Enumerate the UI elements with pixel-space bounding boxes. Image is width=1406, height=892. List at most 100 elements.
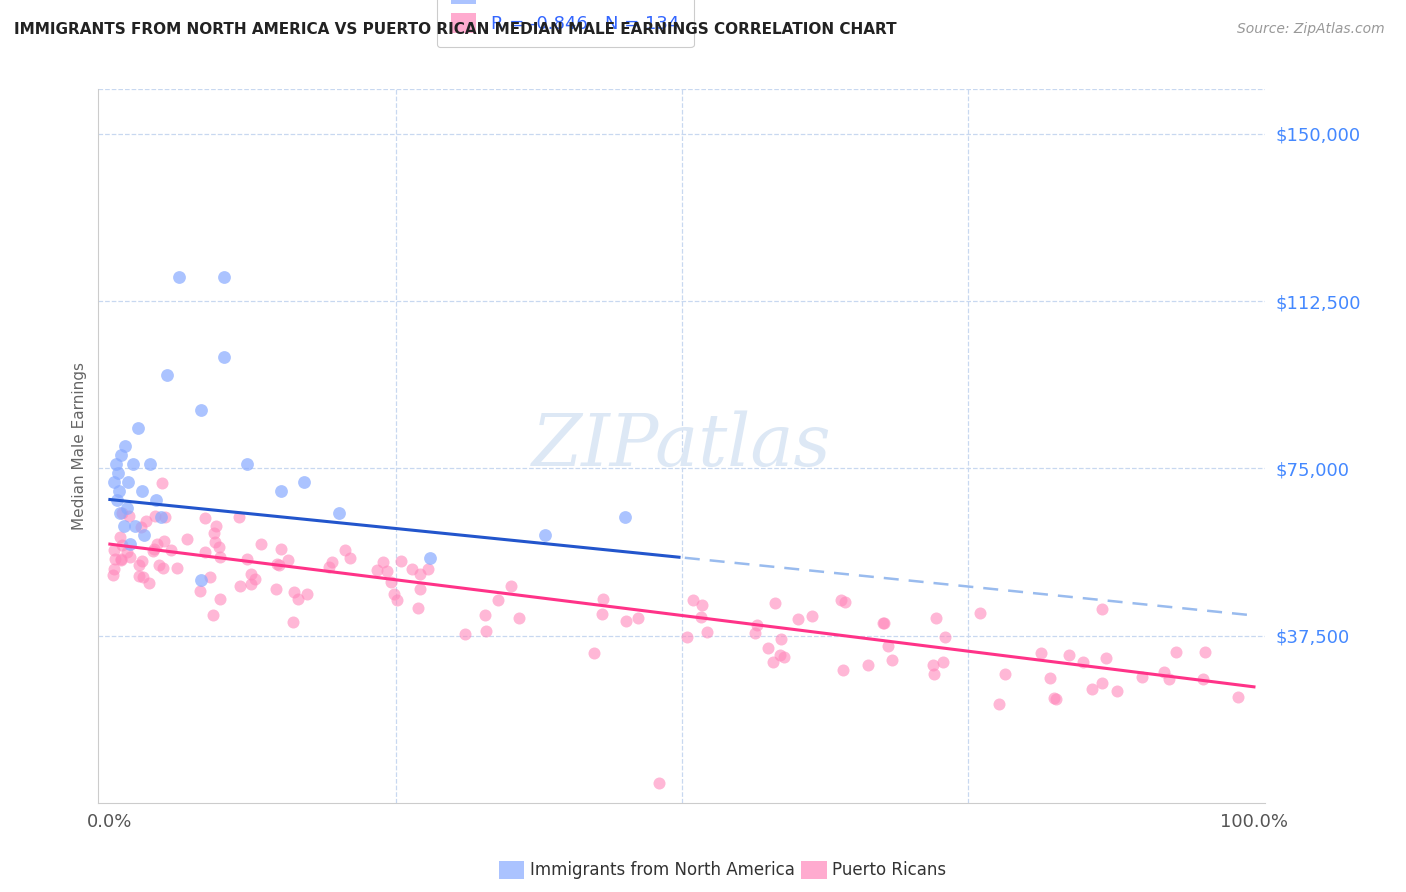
- Point: [1043, 690, 1066, 705]
- Point: [118, 550, 141, 565]
- Point: [856, 658, 879, 673]
- Point: [153, 533, 176, 548]
- Point: [103, 568, 125, 582]
- Point: [103, 475, 125, 489]
- Point: [366, 563, 388, 577]
- Point: [380, 574, 402, 589]
- Text: IMMIGRANTS FROM NORTH AMERICA VS PUERTO RICAN MEDIAN MALE EARNINGS CORRELATION C: IMMIGRANTS FROM NORTH AMERICA VS PUERTO …: [14, 22, 897, 37]
- Point: [1057, 648, 1080, 663]
- Point: [339, 550, 361, 565]
- Point: [270, 541, 292, 556]
- Point: [135, 514, 157, 528]
- Point: [1107, 684, 1129, 698]
- Point: [214, 269, 236, 284]
- Point: [267, 558, 290, 572]
- Point: [236, 457, 259, 471]
- Point: [124, 519, 146, 533]
- Point: [501, 579, 523, 593]
- Point: [375, 564, 398, 578]
- Point: [121, 457, 143, 471]
- Point: [277, 553, 299, 567]
- Point: [389, 554, 412, 568]
- Point: [104, 551, 127, 566]
- Point: [616, 614, 638, 628]
- Point: [128, 558, 150, 572]
- Point: [167, 269, 190, 284]
- Point: [676, 630, 699, 644]
- Point: [582, 646, 605, 660]
- Point: [117, 475, 139, 489]
- Point: [107, 466, 129, 480]
- Point: [114, 439, 136, 453]
- Text: Immigrants from North America: Immigrants from North America: [530, 861, 794, 879]
- Point: [243, 572, 266, 586]
- Point: [454, 627, 477, 641]
- Point: [922, 667, 945, 681]
- Point: [1029, 646, 1052, 660]
- Point: [204, 519, 226, 533]
- Point: [1153, 665, 1175, 679]
- Point: [190, 403, 212, 417]
- Point: [419, 550, 441, 565]
- Point: [371, 555, 394, 569]
- Point: [153, 510, 176, 524]
- Point: [150, 475, 173, 490]
- Point: [786, 612, 808, 626]
- Point: [117, 508, 139, 523]
- Point: [104, 457, 127, 471]
- Point: [202, 526, 225, 541]
- Point: [236, 551, 259, 566]
- Point: [801, 609, 824, 624]
- Legend: R = -0.099   N =  33, R = -0.846   N = 134: R = -0.099 N = 33, R = -0.846 N = 134: [437, 0, 693, 47]
- Point: [744, 626, 766, 640]
- Point: [110, 538, 132, 552]
- Point: [834, 595, 856, 609]
- Point: [120, 537, 142, 551]
- Point: [872, 615, 894, 630]
- Point: [690, 599, 713, 613]
- Point: [418, 562, 440, 576]
- Point: [318, 560, 340, 574]
- Point: [112, 519, 135, 533]
- Y-axis label: Median Male Earnings: Median Male Earnings: [72, 362, 87, 530]
- Point: [108, 531, 131, 545]
- Point: [194, 545, 217, 559]
- Point: [108, 483, 131, 498]
- Point: [1039, 672, 1062, 686]
- Point: [131, 483, 153, 498]
- Point: [1080, 682, 1102, 697]
- Point: [921, 658, 943, 673]
- Point: [1157, 672, 1180, 686]
- Point: [127, 421, 149, 435]
- Point: [925, 611, 948, 625]
- Point: [146, 537, 169, 551]
- Point: [831, 664, 853, 678]
- Point: [591, 607, 613, 622]
- Point: [508, 610, 530, 624]
- Point: [283, 585, 305, 599]
- Point: [987, 697, 1010, 711]
- Point: [145, 492, 167, 507]
- Point: [1192, 672, 1215, 686]
- Point: [228, 510, 250, 524]
- Point: [1045, 692, 1067, 706]
- Point: [148, 558, 170, 572]
- Point: [409, 566, 432, 581]
- Point: [533, 528, 555, 542]
- Point: [292, 475, 315, 489]
- Point: [150, 510, 173, 524]
- Point: [932, 655, 955, 669]
- Point: [1130, 670, 1153, 684]
- Point: [128, 569, 150, 583]
- Point: [287, 592, 309, 607]
- Point: [103, 543, 125, 558]
- Point: [321, 555, 343, 569]
- Point: [143, 541, 166, 556]
- Text: ZIPatlas: ZIPatlas: [531, 410, 832, 482]
- Point: [1227, 690, 1250, 704]
- Point: [475, 624, 498, 639]
- Point: [266, 557, 288, 571]
- Point: [592, 592, 614, 607]
- Point: [201, 608, 224, 623]
- Point: [969, 606, 991, 620]
